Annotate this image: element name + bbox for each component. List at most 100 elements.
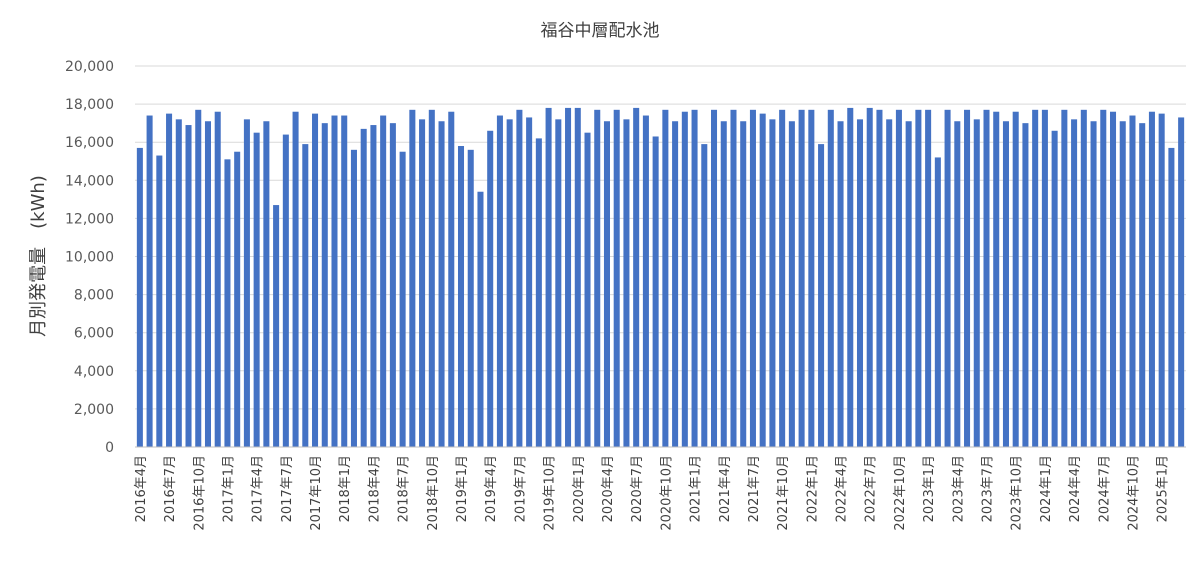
x-tick-label: 2018年7月 [397,455,412,522]
bar [467,149,474,447]
bar [623,119,630,447]
bar [438,121,445,448]
bar [856,119,864,447]
bar [1139,123,1146,448]
x-tick-label: 2017年10月 [309,455,324,531]
bar [954,121,961,448]
bar [156,155,163,447]
x-tick-label: 2022年10月 [893,455,908,531]
chart-title: 福谷中層配水池 [541,21,660,41]
bar [1061,109,1068,447]
bar [321,123,328,448]
bar [759,113,766,447]
bar [224,159,231,447]
bar [1012,111,1019,447]
x-tick-label: 2018年1月 [338,455,353,522]
bar [1090,121,1097,448]
x-tick-label: 2020年4月 [601,455,616,522]
x-tick-label: 2018年10月 [426,455,441,531]
x-tick-label: 2019年10月 [543,455,558,531]
y-tick-label: 18,000 [65,97,114,113]
bar [642,115,649,447]
y-tick-label: 14,000 [65,173,114,189]
bar [866,107,873,447]
bar [1129,115,1136,447]
y-tick-label: 10,000 [65,250,114,266]
bar [633,107,640,447]
bar [652,136,659,448]
bar [350,149,357,447]
bar [964,109,971,447]
x-tick-label: 2019年1月 [455,455,470,522]
bar [720,121,727,448]
x-tick-label: 2023年4月 [951,455,966,522]
bar [389,123,396,448]
bar [808,109,815,447]
bar [584,132,591,448]
x-tick-label: 2021年10月 [776,455,791,531]
bar [1178,117,1185,447]
x-tick-label: 2023年10月 [1010,455,1025,531]
bar [798,109,805,447]
bar [1109,111,1117,447]
bar [535,138,542,447]
bar [847,107,854,447]
bar [613,109,620,447]
y-tick-label: 6,000 [74,326,114,342]
bar [399,151,406,447]
bar [983,109,990,447]
x-tick-label: 2020年1月 [572,455,587,522]
x-tick-label: 2025年1月 [1156,455,1171,522]
bar [516,109,523,447]
bar [594,109,601,447]
bar [526,117,533,447]
bar [934,157,941,447]
bar [905,121,912,448]
bar [234,151,241,447]
bar [895,109,902,447]
bar [146,115,153,447]
x-tick-label: 2016年7月 [163,455,178,522]
bar [662,109,669,447]
x-tick-label: 2016年4月 [134,455,149,522]
bar [428,109,435,447]
bar [818,144,825,448]
y-tick-label: 2,000 [74,402,114,418]
bar [788,121,795,448]
bar [312,113,319,447]
x-tick-label: 2019年4月 [484,455,499,522]
y-tick-label: 0 [105,440,114,456]
bar [370,125,377,448]
bar [166,113,173,447]
bar [457,146,465,447]
bar [292,111,299,447]
x-tick-label: 2024年1月 [1039,455,1054,522]
bar [1168,147,1175,448]
x-tick-label: 2021年4月 [718,455,733,522]
bar [341,115,348,447]
bar [827,109,834,447]
bar [175,119,182,447]
bar [769,119,776,447]
y-axis-label: 月別発電量 (kWh) [28,175,49,337]
bar [448,111,455,447]
bar [1002,121,1009,448]
bar [711,109,718,447]
bar [1119,121,1126,448]
bar [243,119,250,447]
y-tick-label: 20,000 [65,59,114,75]
bar [1071,119,1078,447]
x-tick-label: 2021年1月 [689,455,704,522]
x-tick-label: 2019年7月 [513,455,528,522]
bar [545,107,552,447]
y-tick-label: 16,000 [65,135,114,151]
bar [282,134,289,447]
bar [477,191,484,447]
x-tick-label: 2017年7月 [280,455,295,522]
x-tick-label: 2024年10月 [1126,455,1141,531]
y-tick-label: 4,000 [74,364,114,380]
y-tick-label: 8,000 [74,288,114,304]
bar [555,119,562,447]
